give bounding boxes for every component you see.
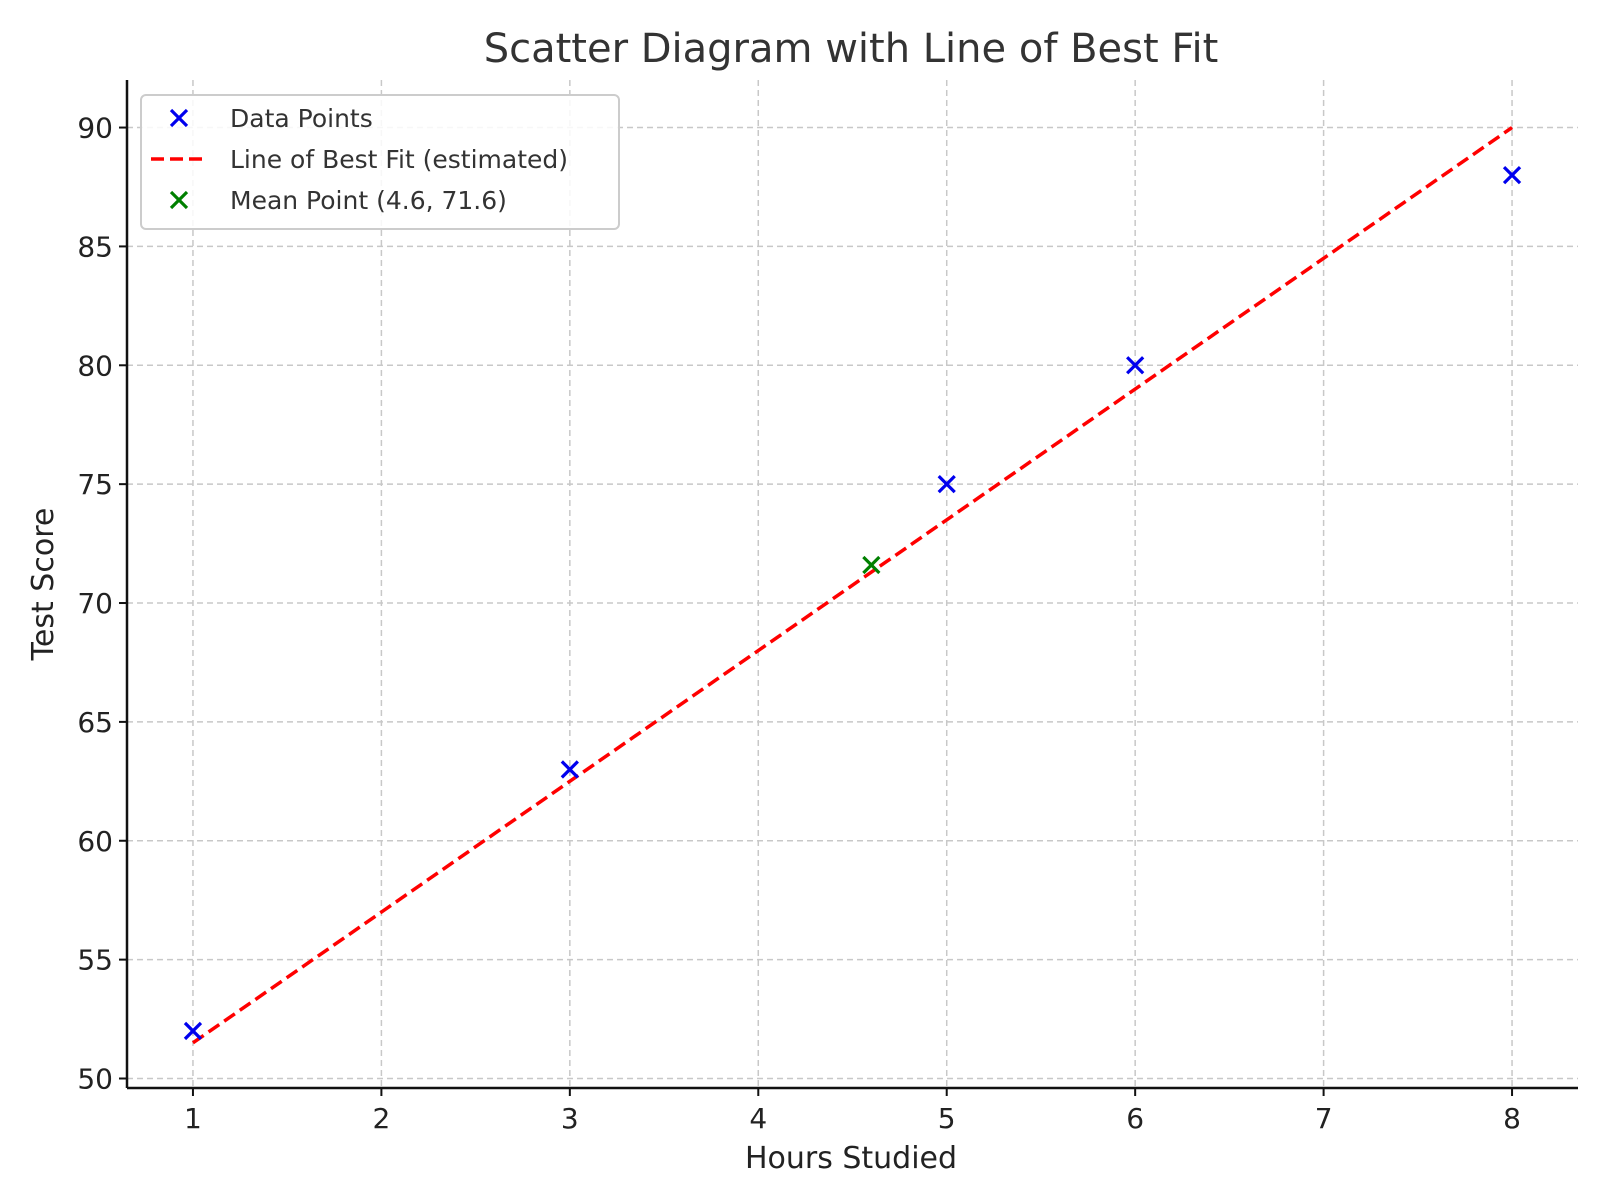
x-tick-label: 5 [938, 1102, 956, 1135]
legend-marker-swatch [169, 108, 189, 128]
y-tick-label: 65 [77, 706, 113, 739]
x-tick-label: 7 [1315, 1102, 1333, 1135]
y-tick-label: 70 [77, 587, 113, 620]
x-tick-label: 4 [749, 1102, 767, 1135]
legend-box [140, 94, 620, 230]
legend-entry: Line of Best Fit (estimated) [151, 145, 568, 174]
y-tick-label: 75 [77, 468, 113, 501]
legend-label: Data Points [230, 104, 373, 133]
mean-point [862, 555, 881, 575]
x-tick-label: 1 [184, 1102, 202, 1135]
best-fit-line [191, 126, 1514, 1045]
legend-entry: Mean Point (4.6, 71.6) [169, 186, 507, 215]
x-tick-label: 6 [1126, 1102, 1144, 1135]
y-tick-label: 55 [77, 944, 113, 977]
y-tick-label: 85 [77, 230, 113, 263]
data-point [1502, 165, 1522, 185]
x-tick-label: 8 [1503, 1102, 1521, 1135]
x-tick-label: 2 [372, 1102, 390, 1135]
data-point [560, 760, 579, 779]
data-point [937, 475, 956, 494]
legend-label: Mean Point (4.6, 71.6) [230, 186, 507, 215]
plot-area [183, 126, 1522, 1045]
grid [127, 80, 1578, 1088]
data-point [1126, 356, 1145, 375]
legend-entry: Data Points [169, 104, 373, 133]
x-tick-label: 3 [561, 1102, 579, 1135]
y-tick-label: 80 [77, 349, 113, 382]
data-point [183, 1021, 203, 1041]
y-axis-label: Test Score [26, 508, 61, 662]
legend: Data Points Line of Best Fit (estimated) M… [140, 94, 620, 230]
y-tick-label: 60 [77, 825, 113, 858]
y-tick-label: 90 [77, 112, 113, 145]
axes-spines [125, 80, 1578, 1090]
legend-marker-swatch [169, 190, 189, 210]
chart-title: Scatter Diagram with Line of Best Fit [484, 26, 1219, 72]
ticks: 1 2 3 4 5 6 7 8 50 55 60 65 70 75 80 85 90 [77, 112, 1521, 1135]
legend-label: Line of Best Fit (estimated) [230, 145, 568, 174]
y-tick-label: 50 [77, 1062, 113, 1095]
x-axis-label: Hours Studied [745, 1141, 957, 1176]
